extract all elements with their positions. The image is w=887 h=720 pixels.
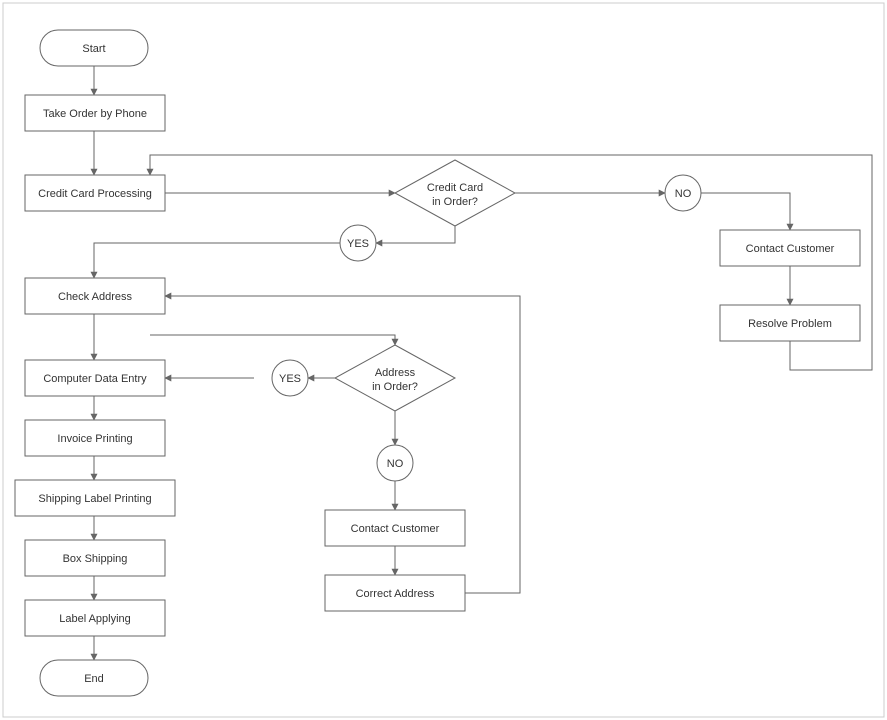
edge-e8 [376, 226, 455, 243]
node-label-cc_processing: Credit Card Processing [38, 188, 152, 200]
node-data_entry: Computer Data Entry [25, 360, 165, 396]
node-label1-addr_decision: Address [375, 367, 416, 379]
node-label-invoice: Invoice Printing [57, 433, 132, 445]
node-label-data_entry: Computer Data Entry [43, 373, 147, 385]
node-label-contact_cust_1: Contact Customer [746, 243, 835, 255]
node-label-ship_label: Shipping Label Printing [38, 493, 151, 505]
node-resolve_problem: Resolve Problem [720, 305, 860, 341]
node-correct_address: Correct Address [325, 575, 465, 611]
node-box_shipping: Box Shipping [25, 540, 165, 576]
node-contact_cust_1: Contact Customer [720, 230, 860, 266]
node-cc_decision: Credit Card in Order? [395, 160, 515, 226]
node-ship_label: Shipping Label Printing [15, 480, 175, 516]
node-label-end: End [84, 673, 104, 685]
node-label-check_address: Check Address [58, 291, 132, 303]
node-addr_decision: Address in Order? [335, 345, 455, 411]
node-cc_yes: YES [340, 225, 376, 261]
node-label-correct_address: Correct Address [356, 588, 435, 600]
node-label-take_order: Take Order by Phone [43, 108, 147, 120]
node-cc_processing: Credit Card Processing [25, 175, 165, 211]
node-addr_yes: YES [272, 360, 308, 396]
node-label-resolve_problem: Resolve Problem [748, 318, 832, 330]
node-label2-cc_decision: in Order? [432, 196, 478, 208]
node-label-box_shipping: Box Shipping [63, 553, 128, 565]
edge-e5 [701, 193, 790, 230]
node-label1-cc_decision: Credit Card [427, 182, 483, 194]
node-contact_cust_2: Contact Customer [325, 510, 465, 546]
node-start: Start [40, 30, 148, 66]
node-invoice: Invoice Printing [25, 420, 165, 456]
node-check_address: Check Address [25, 278, 165, 314]
node-take_order: Take Order by Phone [25, 95, 165, 131]
node-label-contact_cust_2: Contact Customer [351, 523, 440, 535]
edge-e17 [165, 296, 520, 593]
node-label2-addr_decision: in Order? [372, 381, 418, 393]
edge-e11 [150, 335, 395, 345]
edge-e9 [94, 243, 340, 278]
node-label-label_applying: Label Applying [59, 613, 131, 625]
node-end: End [40, 660, 148, 696]
node-addr_no: NO [377, 445, 413, 481]
node-label_applying: Label Applying [25, 600, 165, 636]
node-label-start: Start [82, 43, 105, 55]
node-label-cc_no: NO [675, 188, 692, 200]
node-label-addr_no: NO [387, 458, 404, 470]
node-label-addr_yes: YES [279, 373, 301, 385]
node-label-cc_yes: YES [347, 238, 369, 250]
node-cc_no: NO [665, 175, 701, 211]
flowchart-canvas: Start Take Order by Phone Credit Card Proc… [0, 0, 887, 720]
